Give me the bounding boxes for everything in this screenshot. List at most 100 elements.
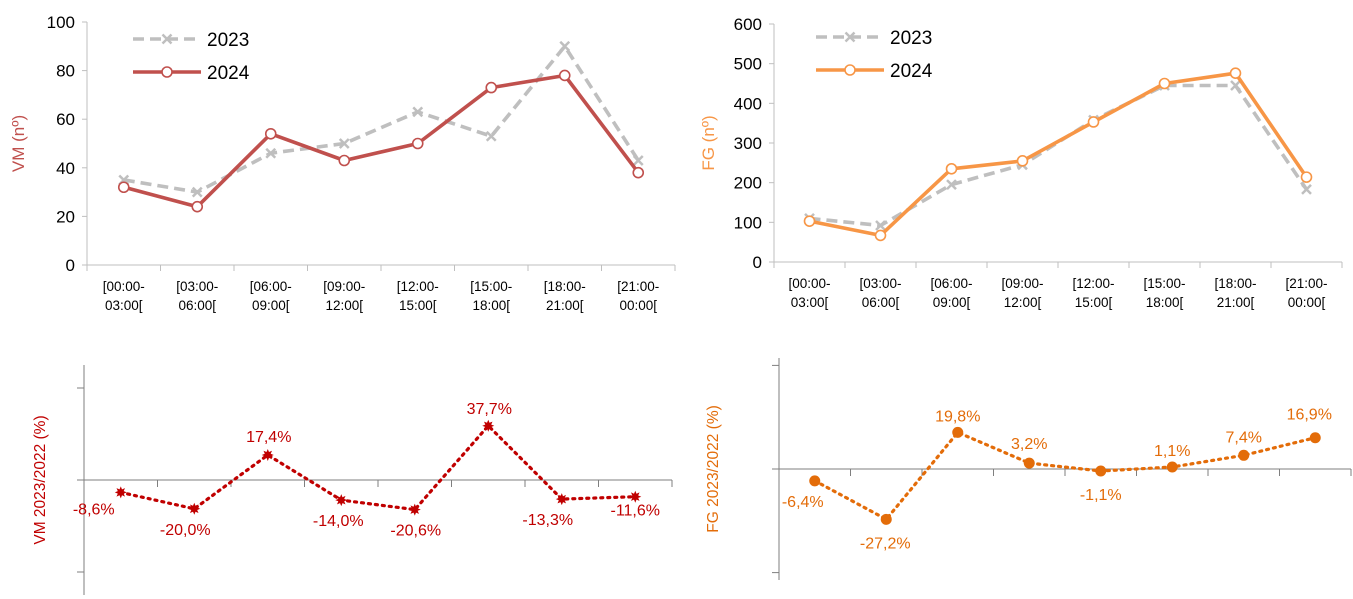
series-line-2024 <box>809 71 1308 238</box>
x-tick-label: [15:00- 18:00[ <box>470 279 512 313</box>
data-point-2024 <box>632 166 645 179</box>
data-point <box>335 494 348 507</box>
data-point-2024 <box>803 215 816 227</box>
y-tick-label: 40 <box>56 159 75 178</box>
y-axis-label: VM (nº) <box>9 115 28 172</box>
x-tick-label-line: [21:00- <box>617 279 659 294</box>
series-line-2024 <box>123 73 640 209</box>
x-tick-label: [21:00- 00:00[ <box>617 279 659 313</box>
data-point <box>1023 457 1035 469</box>
data-point-2023 <box>1230 80 1241 91</box>
x-tick-label-line: 06:00[ <box>862 295 900 310</box>
data-label: -8,6% <box>73 501 115 518</box>
data-point <box>261 449 274 461</box>
x-tick-label-line: 12:00[ <box>325 298 363 313</box>
data-point-2023 <box>875 220 886 231</box>
data-point-2024 <box>1087 116 1100 128</box>
x-tick-label-line: [18:00- <box>544 279 586 294</box>
line-chart-1: 0 100 200 300 400 500 600 [00:00- 03:00[[03:00- 0… <box>699 15 1343 310</box>
data-point <box>1166 461 1178 473</box>
legend-label-2024: 2024 <box>207 63 250 84</box>
data-point-2024 <box>191 200 204 213</box>
data-point <box>188 502 201 515</box>
data-point-2024 <box>411 137 424 150</box>
x-tick-label-line: 12:00[ <box>1004 295 1042 310</box>
y-axis-label: VM 2023/2022 (%) <box>32 415 49 544</box>
data-point <box>114 486 127 499</box>
data-point-2024 <box>117 181 130 194</box>
x-tick-label: [15:00- 18:00[ <box>1143 276 1185 310</box>
data-point-2023 <box>412 106 424 118</box>
legend-marker <box>844 64 856 76</box>
data-label: -11,6% <box>610 503 660 520</box>
x-tick-label-line: 06:00[ <box>178 298 216 313</box>
x-tick-label-line: [00:00- <box>103 279 145 294</box>
y-tick-label: 60 <box>56 110 75 129</box>
data-point-2024 <box>485 81 498 94</box>
y-tick-label: 0 <box>66 256 75 275</box>
data-point <box>1309 432 1321 444</box>
data-label: -27,2% <box>860 535 911 552</box>
data-label: -13,3% <box>522 512 573 529</box>
data-point-2024 <box>1016 155 1029 167</box>
x-tick-label: [21:00- 00:00[ <box>1285 276 1327 310</box>
data-label: -20,0% <box>160 522 211 539</box>
legend-marker <box>844 31 856 43</box>
data-point-2024 <box>874 229 887 242</box>
data-label: -6,4% <box>782 494 824 511</box>
pct-chart-2: VM 2023/2022 (%) -8,6% -20,0% 17,4% -14,0% -2… <box>32 365 673 595</box>
x-tick-label-line: [09:00- <box>323 279 365 294</box>
data-point <box>408 503 421 516</box>
legend-label-2023: 2023 <box>207 30 249 51</box>
data-point-2024 <box>1229 67 1242 79</box>
x-tick-label-line: [15:00- <box>470 279 512 294</box>
data-point-2023 <box>485 130 497 142</box>
y-tick-label: 400 <box>734 94 762 113</box>
x-tick-label-line: 18:00[ <box>472 298 510 313</box>
x-tick-label-line: [12:00- <box>397 279 439 294</box>
x-tick-label-line: 21:00[ <box>1217 295 1255 310</box>
y-tick-label: 500 <box>734 55 762 74</box>
data-point <box>809 475 821 487</box>
data-point-2024 <box>558 69 571 82</box>
x-tick-label: [03:00- 06:00[ <box>176 279 218 313</box>
y-axis-label: FG (nº) <box>699 115 718 170</box>
data-point-2023 <box>946 179 957 191</box>
y-tick-label: 200 <box>734 174 762 193</box>
series-line-2023 <box>809 83 1308 228</box>
y-tick-label: 100 <box>47 13 75 32</box>
x-tick-label: [18:00- 21:00[ <box>544 279 586 313</box>
data-label: 1,1% <box>1154 443 1190 460</box>
data-point <box>1095 465 1107 477</box>
data-point-2023 <box>1301 184 1312 195</box>
data-point <box>952 426 964 438</box>
data-point-2023 <box>191 186 203 198</box>
data-point <box>482 419 495 432</box>
x-tick-label-line: 09:00[ <box>252 298 290 313</box>
series-line <box>813 430 1317 522</box>
data-label: -14,0% <box>313 513 364 530</box>
y-tick-label: 0 <box>753 253 762 272</box>
x-tick-label: [03:00- 06:00[ <box>859 276 901 310</box>
x-tick-label: [12:00- 15:00[ <box>397 279 439 313</box>
x-tick-label-line: 00:00[ <box>1288 295 1326 310</box>
data-label: -1,1% <box>1080 487 1122 504</box>
x-tick-label-line: 15:00[ <box>1075 295 1113 310</box>
line-chart-0: 020406080100[00:00-03:00[[03:00-06:00[[0… <box>9 13 676 313</box>
data-point-2024 <box>945 162 958 175</box>
data-point-2024 <box>264 127 277 140</box>
data-point <box>1238 449 1250 461</box>
x-tick-label-line: 18:00[ <box>1146 295 1184 310</box>
y-tick-label: 20 <box>56 207 75 226</box>
data-point-2023 <box>338 138 350 149</box>
x-tick-label-line: [06:00- <box>930 276 972 291</box>
data-label: 16,9% <box>1287 407 1332 424</box>
data-label: 17,4% <box>246 429 291 446</box>
legend-label-2024: 2024 <box>890 61 933 82</box>
data-point <box>629 490 642 503</box>
x-tick-label-line: [18:00- <box>1214 276 1256 291</box>
x-tick-label-line: [00:00- <box>788 276 830 291</box>
x-tick-label-line: 21:00[ <box>546 298 584 313</box>
